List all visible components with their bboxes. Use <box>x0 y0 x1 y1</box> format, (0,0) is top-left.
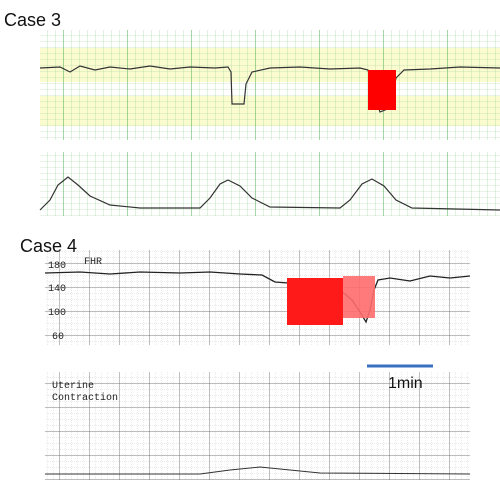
case-title: Case 3 <box>4 10 61 30</box>
highlight <box>368 70 396 110</box>
scale-bar-label: 1min <box>388 375 423 392</box>
channel-label: Uterine <box>52 380 94 392</box>
channel-label: FHR <box>84 257 102 268</box>
channel-label: Contraction <box>52 392 118 404</box>
ctg-strip: 180 FHR 140 100 60 1min Uterine Contract… <box>44 250 471 480</box>
contraction-trace <box>39 176 500 211</box>
contraction-trace <box>45 466 471 475</box>
scale-label: 180 <box>48 261 66 272</box>
highlight <box>343 276 375 318</box>
highlight <box>287 278 343 325</box>
scale-label: 140 <box>48 284 66 295</box>
ctg-strip <box>39 30 500 216</box>
scale-label: 100 <box>48 308 66 319</box>
scale-label: 60 <box>52 332 64 343</box>
